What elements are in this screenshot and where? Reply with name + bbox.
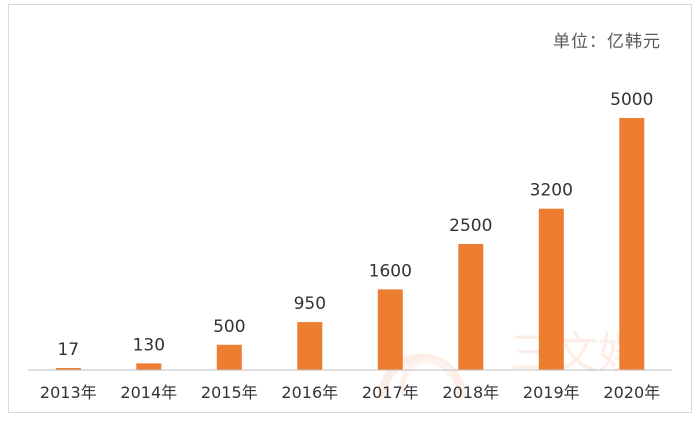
value-label-5: 2500 [449,216,492,236]
chart-frame: 单位：亿韩元 [8,4,692,413]
bar-6 [538,208,564,370]
value-label-2: 500 [213,317,245,337]
x-tick-label-7: 2020年 [603,383,660,402]
bar-2 [216,344,242,370]
bar-4 [377,289,403,370]
value-label-4: 1600 [369,261,412,281]
value-label-3: 950 [294,294,326,314]
labels-group: 17 2013年 130 2014年 500 2015年 950 2016年 1600 2017年… [40,90,660,402]
x-tick-label-1: 2014年 [120,383,177,402]
x-tick-label-2: 2015年 [201,383,258,402]
x-tick-label-5: 2018年 [442,383,499,402]
bar-5 [458,244,484,370]
x-tick-label-6: 2019年 [523,383,580,402]
value-label-7: 5000 [610,90,653,110]
x-tick-label-0: 2013年 [40,383,97,402]
value-label-0: 17 [57,340,79,360]
bar-3 [297,322,323,370]
unit-label: 单位：亿韩元 [553,32,661,52]
x-tick-label-3: 2016年 [281,383,338,402]
value-label-6: 3200 [530,181,573,201]
bar-0 [55,368,81,370]
bar-7 [619,118,645,370]
x-tick-label-4: 2017年 [362,383,419,402]
bar-1 [136,363,162,370]
bars-group [55,118,645,370]
value-label-1: 130 [133,335,165,355]
